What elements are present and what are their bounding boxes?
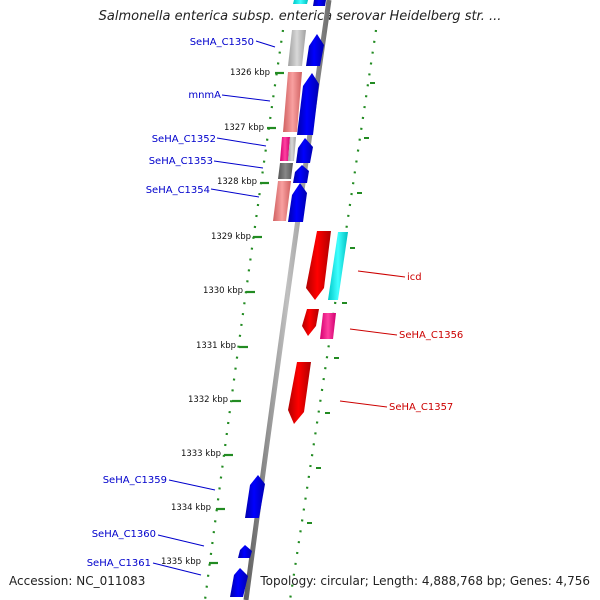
inner-ring [288, 29, 378, 600]
accession-text: Accession: NC_011083 [9, 574, 146, 588]
kbp-label: 1333 kbp [181, 449, 221, 459]
cds-arrow [230, 568, 248, 597]
cog-segment [278, 163, 293, 179]
reverse-cds-arrows [288, 231, 331, 424]
leader-line [157, 534, 205, 547]
leader-line [357, 270, 406, 278]
cds-arrow [245, 475, 265, 518]
cds-arrow [297, 73, 319, 135]
kbp-label: 1327 kbp [224, 123, 264, 133]
cds-arrow [296, 138, 313, 163]
topology-text: Topology: circular; Length: 4,888,768 bp… [260, 574, 590, 588]
cds-arrow [306, 231, 331, 300]
kbp-label: 1331 kbp [196, 341, 236, 351]
gene-label: SeHA_C1360 [92, 529, 156, 540]
gene-label: icd [407, 272, 422, 283]
gene-label: SeHA_C1353 [149, 156, 213, 167]
cds-arrow [238, 545, 252, 558]
cds-arrow [302, 309, 319, 336]
gene-label: mnmA [188, 90, 221, 101]
gene-label: SeHA_C1354 [146, 185, 210, 196]
cds-arrow [313, 0, 326, 6]
cog-segment [280, 137, 290, 161]
outer-ruler [203, 29, 285, 600]
map-title: Salmonella enterica subsp. enterica sero… [98, 9, 502, 24]
cds-arrow [288, 183, 307, 222]
cds-arrow [306, 34, 324, 66]
leader-line [221, 94, 271, 102]
cog-segment [293, 0, 308, 4]
inner-ring-ticks [307, 82, 375, 524]
cds-arrow [288, 362, 311, 424]
gene-label: SeHA_C1361 [87, 558, 151, 569]
kbp-label: 1329 kbp [211, 232, 251, 242]
kbp-label: 1334 kbp [171, 503, 211, 513]
gene-label: SeHA_C1356 [399, 330, 463, 341]
cog-ring [273, 0, 348, 339]
cds-arrow [293, 165, 309, 183]
leader-line [349, 328, 398, 336]
kbp-label: 1330 kbp [203, 286, 243, 296]
kbp-label: 1328 kbp [217, 177, 257, 187]
gene-label: SeHA_C1357 [389, 402, 453, 413]
gene-label: SeHA_C1350 [190, 37, 254, 48]
cog-segment [283, 72, 302, 132]
leader-line [216, 137, 267, 147]
kbp-label: 1332 kbp [188, 395, 228, 405]
cog-segment [320, 313, 336, 339]
leader-line [339, 400, 388, 408]
leader-line [152, 562, 202, 576]
forward-cds-arrows [230, 0, 326, 597]
kbp-label: 1335 kbp [161, 557, 201, 567]
leader-line [168, 479, 216, 491]
leader-line [255, 40, 276, 48]
cog-segment [328, 232, 348, 300]
gene-label: SeHA_C1352 [152, 134, 216, 145]
cog-segment [288, 30, 306, 66]
kbp-tick-marks [209, 71, 284, 565]
cog-segment [288, 137, 296, 161]
kbp-label: 1326 kbp [230, 68, 270, 78]
cog-segment [273, 181, 291, 221]
leader-line [210, 188, 260, 198]
gene-label: SeHA_C1359 [103, 475, 167, 486]
leader-line [213, 160, 264, 169]
